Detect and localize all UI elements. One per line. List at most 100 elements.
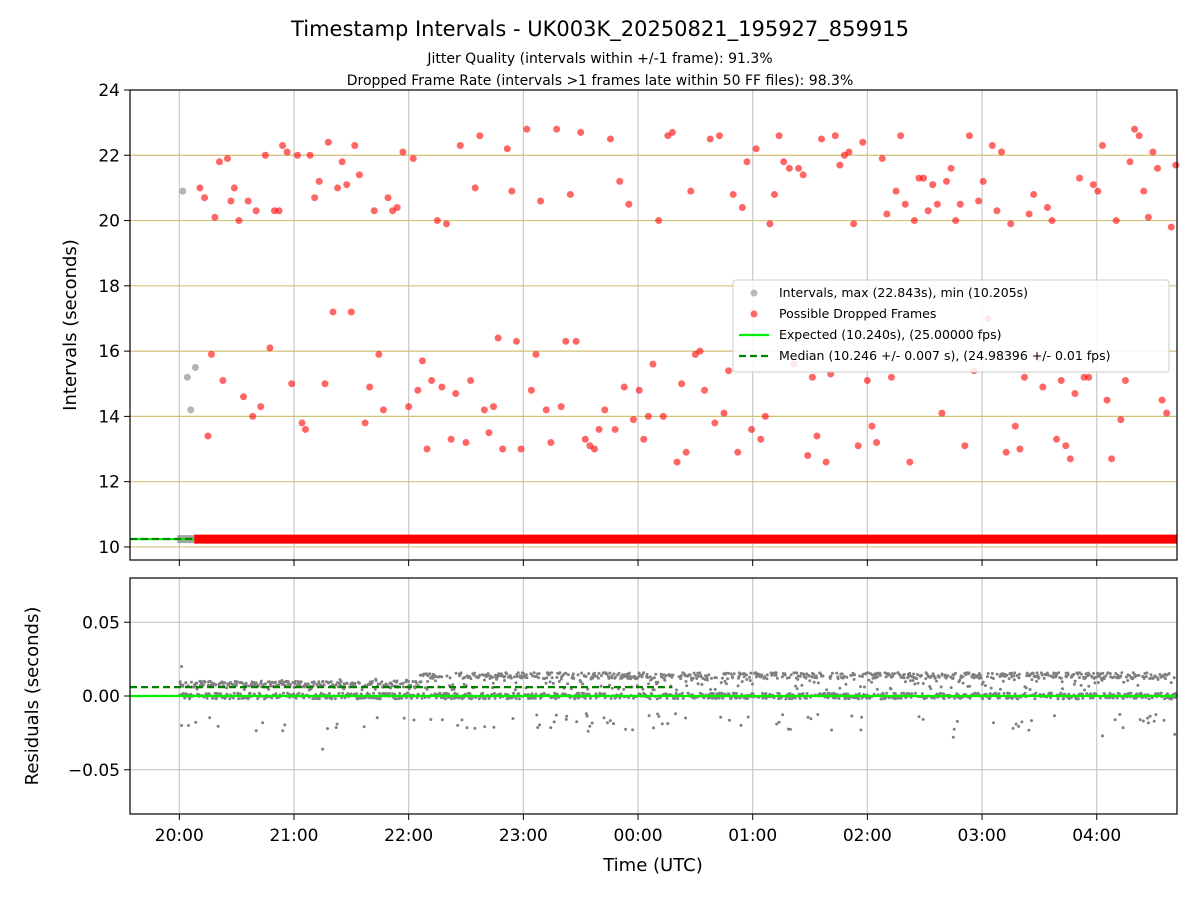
dropped-frame-point: [476, 132, 484, 140]
residual-point: [739, 672, 743, 676]
residual-point: [717, 696, 721, 700]
dropped-frame-point: [743, 158, 751, 166]
residual-point: [875, 687, 879, 691]
residual-point: [1010, 696, 1014, 700]
residual-point: [1154, 713, 1158, 717]
dropped-frame-point: [1103, 396, 1111, 404]
residual-point: [734, 691, 738, 695]
residual-point: [774, 673, 778, 677]
dropped-frame-point: [288, 380, 296, 388]
residual-point: [961, 675, 965, 679]
residual-point: [1084, 675, 1087, 679]
dropped-frame-point: [956, 200, 964, 208]
residual-point: [742, 675, 746, 679]
residual-point: [239, 692, 242, 696]
residual-point: [1144, 675, 1148, 678]
residual-point: [407, 679, 410, 683]
residual-point: [1072, 682, 1076, 686]
residual-point: [274, 692, 278, 696]
residual-point: [723, 679, 727, 683]
residual-point: [777, 720, 781, 724]
residual-point: [1098, 696, 1102, 700]
residual-point: [447, 692, 450, 696]
residual-point: [723, 692, 727, 696]
residual-point: [555, 692, 559, 696]
dropped-frame-point: [757, 435, 765, 443]
dropped-frame-point: [1112, 217, 1120, 225]
residual-point: [1096, 681, 1100, 684]
residual-point: [397, 697, 401, 701]
residual-point: [588, 724, 592, 728]
dropped-frame-point: [581, 435, 589, 443]
residual-point: [1013, 671, 1017, 675]
residual-point: [1083, 688, 1087, 692]
residual-point: [641, 687, 645, 691]
residual-point: [207, 692, 211, 696]
dropped-frame-point: [720, 409, 728, 417]
residual-point: [587, 672, 591, 676]
dropped-frame-point: [1149, 148, 1157, 156]
dropped-frame-point: [620, 383, 628, 391]
residual-point: [765, 677, 769, 681]
residual-point: [240, 681, 244, 685]
residual-point: [852, 677, 856, 681]
residual-point: [605, 672, 609, 676]
residual-point: [1159, 691, 1163, 695]
residual-point: [680, 691, 684, 695]
residual-point: [297, 691, 301, 695]
residual-point: [671, 673, 675, 677]
residual-point: [972, 676, 976, 680]
dropped-frame-point: [235, 217, 243, 225]
residual-point: [448, 676, 452, 680]
dropped-frame-point: [1053, 435, 1061, 443]
x-tick-label: 23:00: [499, 826, 548, 846]
top-y-tick-label: 18: [98, 277, 120, 297]
residual-point: [575, 720, 579, 724]
residual-point: [842, 674, 846, 678]
top-y-tick-label: 10: [98, 538, 120, 558]
dropped-frame-point: [738, 204, 746, 211]
residual-point: [812, 672, 816, 676]
dropped-frame-point: [601, 406, 609, 414]
residual-point: [299, 680, 303, 684]
residual-point: [981, 697, 985, 701]
residual-point: [610, 674, 614, 678]
residual-point: [737, 674, 741, 678]
dropped-frame-point: [361, 419, 369, 427]
residual-point: [889, 687, 893, 691]
dropped-frame-point: [1048, 217, 1056, 225]
residual-point: [711, 692, 715, 696]
residual-point: [774, 671, 778, 675]
residual-point: [259, 679, 263, 683]
residual-point: [366, 691, 369, 695]
residual-point: [206, 683, 210, 687]
residual-point: [665, 696, 669, 700]
residual-point: [867, 678, 871, 682]
residual-point: [788, 692, 792, 695]
residual-point: [891, 674, 895, 678]
residual-point: [932, 696, 936, 700]
x-tick-label: 20:00: [155, 826, 204, 846]
residual-point: [1053, 714, 1056, 718]
residual-point: [1092, 671, 1096, 675]
residual-point: [1081, 696, 1085, 700]
residual-point: [679, 674, 683, 678]
residual-point: [765, 673, 769, 677]
dropped-frame-point: [748, 425, 756, 433]
residual-point: [545, 676, 549, 680]
residual-point: [591, 676, 595, 680]
residual-point: [511, 717, 515, 720]
dropped-frame-point: [508, 187, 516, 195]
residual-point: [764, 692, 768, 695]
residual-point: [482, 678, 486, 682]
residual-point: [792, 671, 796, 675]
top-y-tick-label: 16: [98, 342, 120, 362]
residual-point: [1087, 684, 1091, 688]
residual-point: [655, 697, 659, 701]
residual-point: [610, 686, 614, 690]
dropped-frame-point: [775, 132, 783, 140]
residual-point: [612, 672, 616, 676]
legend-label-dropped: Possible Dropped Frames: [779, 306, 936, 321]
legend-label-intervals: Intervals, max (22.843s), min (10.205s): [779, 285, 1028, 300]
